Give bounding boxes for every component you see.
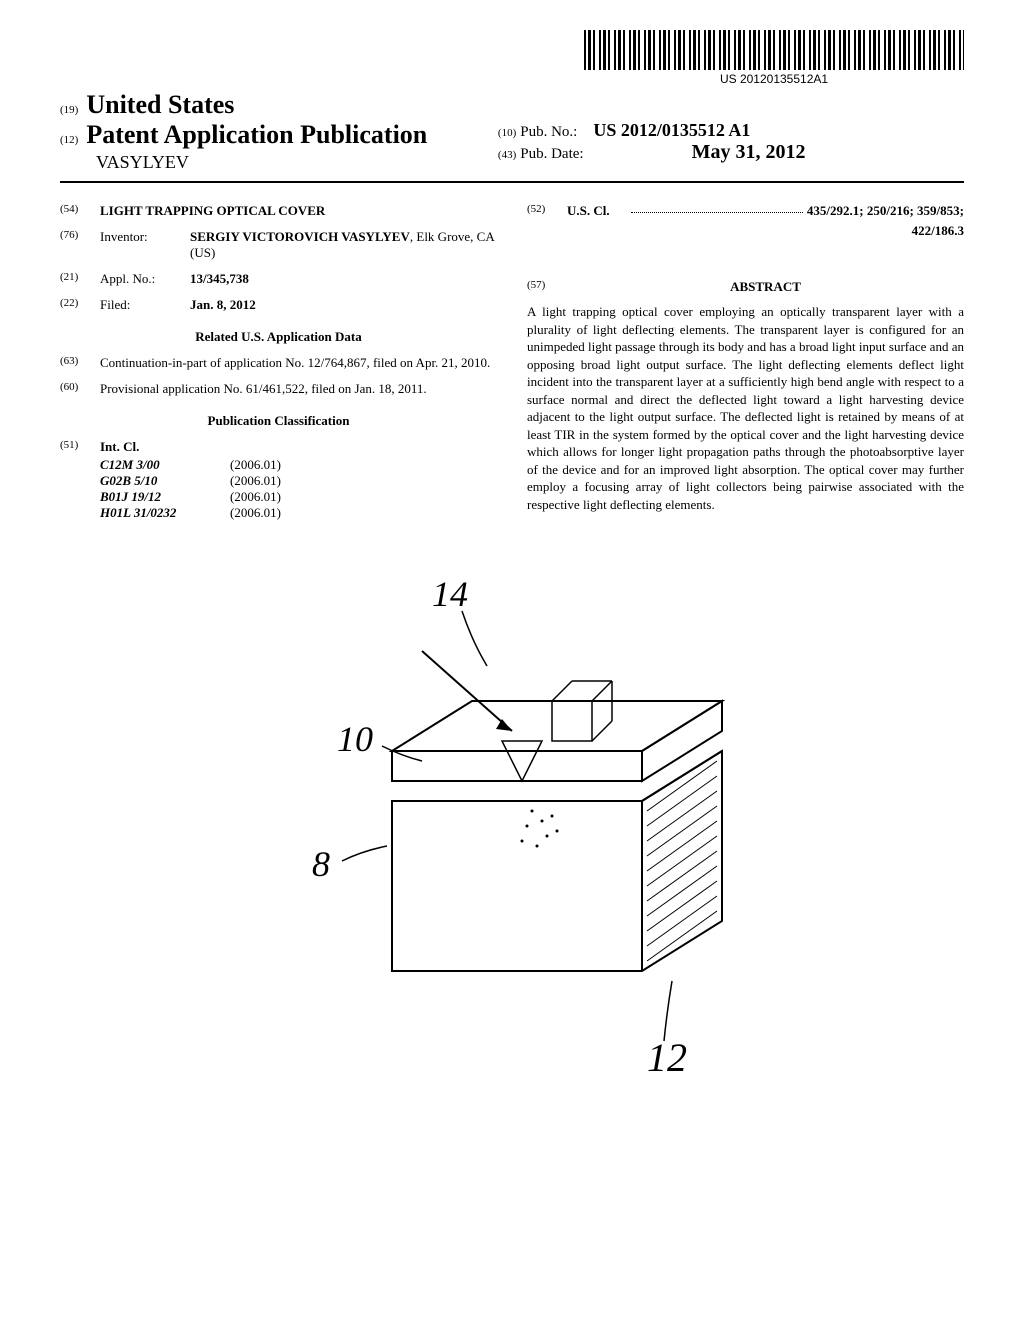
int-cl-code: B01J 19/12 xyxy=(100,489,230,505)
field-51-row: (51) Int. Cl. xyxy=(60,439,497,455)
field-63-text: Continuation-in-part of application No. … xyxy=(100,355,497,371)
figure-label-8: 8 xyxy=(312,844,330,884)
header-divider xyxy=(60,181,964,183)
us-cl-values-line1: 435/292.1; 250/216; 359/853; xyxy=(807,203,964,219)
int-cl-year: (2006.01) xyxy=(230,473,330,489)
invention-title: LIGHT TRAPPING OPTICAL COVER xyxy=(100,203,325,219)
filed-date: Jan. 8, 2012 xyxy=(190,297,497,313)
field-21-row: (21) Appl. No.: 13/345,738 xyxy=(60,271,497,287)
field-76-label: Inventor: xyxy=(100,229,190,261)
field-51-label: Int. Cl. xyxy=(100,439,139,455)
field-43-num: (43) xyxy=(498,149,516,161)
field-21-num: (21) xyxy=(60,271,100,287)
int-cl-year: (2006.01) xyxy=(230,505,330,521)
field-76-row: (76) Inventor: SERGIY VICTOROVICH VASYLY… xyxy=(60,229,497,261)
left-column: (54) LIGHT TRAPPING OPTICAL COVER (76) I… xyxy=(60,203,497,521)
figure-area: 14 10 8 12 xyxy=(60,551,964,1071)
field-63-row: (63) Continuation-in-part of application… xyxy=(60,355,497,371)
pub-no-label: Pub. No.: xyxy=(520,124,577,140)
field-22-num: (22) xyxy=(60,297,100,313)
field-63-num: (63) xyxy=(60,355,100,371)
country: United States xyxy=(86,90,234,119)
appl-no: 13/345,738 xyxy=(190,271,497,287)
pub-date-label: Pub. Date: xyxy=(520,146,583,162)
field-21-label: Appl. No.: xyxy=(100,271,190,287)
field-60-row: (60) Provisional application No. 61/461,… xyxy=(60,381,497,397)
inventor-value: SERGIY VICTOROVICH VASYLYEV, Elk Grove, … xyxy=(190,229,497,261)
field-57-row: (57) ABSTRACT xyxy=(527,279,964,295)
field-12-num: (12) xyxy=(60,134,78,146)
pub-no: US 2012/0135512 A1 xyxy=(593,120,750,140)
field-60-text: Provisional application No. 61/461,522, … xyxy=(100,381,497,397)
field-54-row: (54) LIGHT TRAPPING OPTICAL COVER xyxy=(60,203,497,219)
pub-date: May 31, 2012 xyxy=(692,141,806,163)
field-60-num: (60) xyxy=(60,381,100,397)
int-cl-code: G02B 5/10 xyxy=(100,473,230,489)
field-52-label: U.S. Cl. xyxy=(567,203,627,219)
int-cl-year: (2006.01) xyxy=(230,457,330,473)
related-heading: Related U.S. Application Data xyxy=(60,329,497,345)
int-cl-row-2: B01J 19/12 (2006.01) xyxy=(100,489,497,505)
bibliographic-columns: (54) LIGHT TRAPPING OPTICAL COVER (76) I… xyxy=(60,203,964,521)
int-cl-row-0: C12M 3/00 (2006.01) xyxy=(100,457,497,473)
abstract-label: ABSTRACT xyxy=(567,279,964,295)
field-54-num: (54) xyxy=(60,203,100,219)
pub-class-heading: Publication Classification xyxy=(60,413,497,429)
int-cl-code: C12M 3/00 xyxy=(100,457,230,473)
header-section: (19) United States (12) Patent Applicati… xyxy=(60,90,964,173)
barcode-label: US 20120135512A1 xyxy=(584,72,964,86)
figure-label-10: 10 xyxy=(337,719,373,759)
field-19-num: (19) xyxy=(60,104,78,116)
field-52-row: (52) U.S. Cl. 435/292.1; 250/216; 359/85… xyxy=(527,203,964,219)
header-left: (19) United States (12) Patent Applicati… xyxy=(60,90,494,173)
figure-label-14: 14 xyxy=(432,574,468,614)
field-22-label: Filed: xyxy=(100,297,190,313)
abstract-text: A light trapping optical cover employing… xyxy=(527,303,964,514)
figure-label-12: 12 xyxy=(647,1035,687,1071)
barcode-area: US 20120135512A1 xyxy=(584,30,964,86)
field-76-num: (76) xyxy=(60,229,100,261)
int-cl-year: (2006.01) xyxy=(230,489,330,505)
header-right: (10) Pub. No.: US 2012/0135512 A1 (43) P… xyxy=(498,120,932,164)
field-10-num: (10) xyxy=(498,127,516,139)
right-column: (52) U.S. Cl. 435/292.1; 250/216; 359/85… xyxy=(527,203,964,521)
field-57-num: (57) xyxy=(527,279,567,295)
int-cl-row-1: G02B 5/10 (2006.01) xyxy=(100,473,497,489)
patent-figure: 14 10 8 12 xyxy=(252,551,772,1071)
field-52-num: (52) xyxy=(527,203,567,219)
barcode-graphic xyxy=(584,30,964,70)
field-22-row: (22) Filed: Jan. 8, 2012 xyxy=(60,297,497,313)
doc-type: Patent Application Publication xyxy=(86,120,427,149)
int-cl-code: H01L 31/0232 xyxy=(100,505,230,521)
us-cl-values-line2: 422/186.3 xyxy=(527,223,964,239)
us-cl-dots xyxy=(631,203,803,213)
field-51-num: (51) xyxy=(60,439,100,455)
int-cl-row-3: H01L 31/0232 (2006.01) xyxy=(100,505,497,521)
header-inventor-surname: VASYLYEV xyxy=(96,152,494,173)
inventor-name: SERGIY VICTOROVICH VASYLYEV xyxy=(190,229,410,244)
